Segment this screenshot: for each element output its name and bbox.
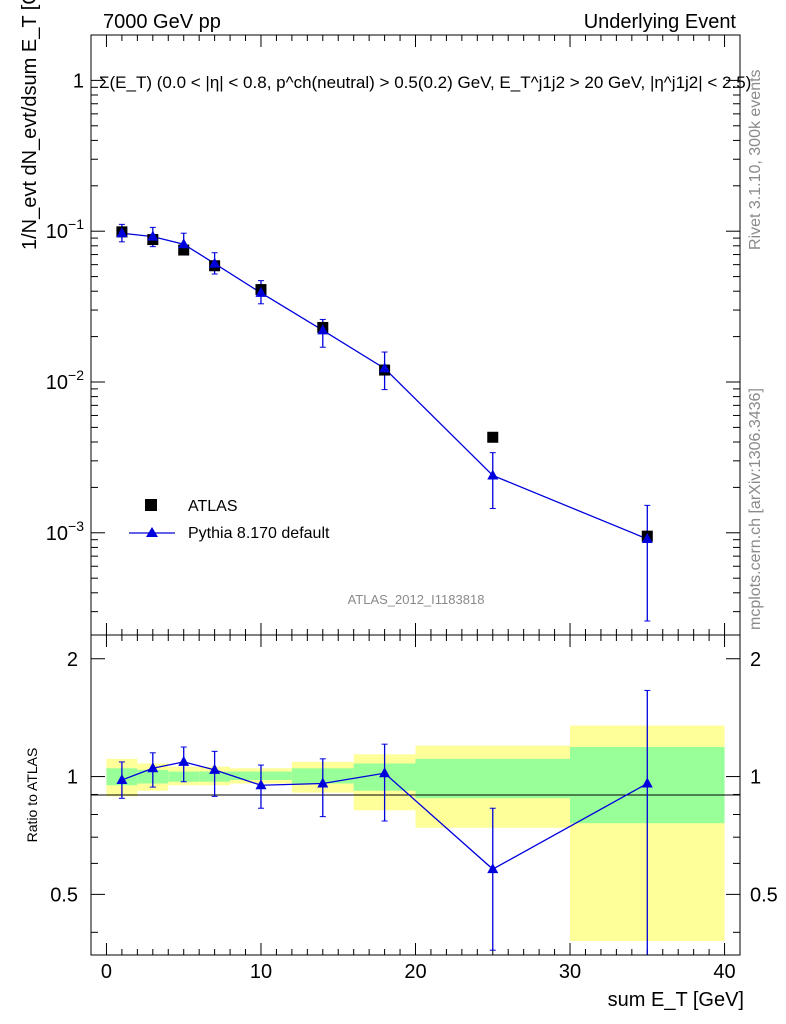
main-y-tick-label: 10−3 <box>46 518 84 545</box>
ratio-y-tick-label: 2 <box>67 649 78 671</box>
ratio-point <box>487 863 499 874</box>
energy-label: 7000 GeV pp <box>103 11 221 33</box>
ratio-y-tick-label: 1 <box>67 767 78 789</box>
x-tick-label: 10 <box>250 961 272 983</box>
main-y-axis-label: 1/N_evt dN_evt/dsum E_T [GeV^-1] <box>19 0 41 250</box>
ratio-point <box>116 773 128 784</box>
pythia-point <box>116 227 128 238</box>
main-axis-ticks: 10−3 10−2 10−1 1 <box>46 34 740 635</box>
ratio-y-axis-label: Ratio to ATLAS <box>24 748 40 843</box>
rivet-version-label: Rivet 3.1.10, 300k events <box>747 69 764 250</box>
pythia-point <box>379 362 391 373</box>
x-tick-label: 40 <box>713 961 735 983</box>
ratio-point <box>147 762 159 773</box>
atlas-point <box>178 244 190 256</box>
ratio-stat-band <box>415 758 571 799</box>
ratio-uncertainty-bands <box>106 725 725 942</box>
legend-pythia-label: Pythia 8.170 default <box>188 525 330 542</box>
cut-description: Σ(E_T) (0.0 < |η| < 0.8, p^ch(neutral) >… <box>99 73 751 92</box>
x-tick-label: 20 <box>404 961 426 983</box>
pythia-point <box>487 469 499 480</box>
ratio-panel: 0 10 20 30 40 0.5 0.5 1 1 2 2 Ratio to ATLAS sum E… <box>24 634 778 1011</box>
main-y-axis-title: 1/N_evt dN_evt/dsum E_T [GeV^-1] <box>19 0 41 250</box>
pythia-point <box>178 238 190 249</box>
pythia-point <box>255 286 267 297</box>
legend-pythia-marker <box>146 527 158 537</box>
ratio-point <box>317 777 329 788</box>
main-frame <box>90 34 741 636</box>
ratio-y-tick-label-right: 0.5 <box>750 884 778 906</box>
x-axis-label: sum E_T [GeV] <box>608 989 744 1011</box>
x-tick-label: 0 <box>101 961 112 983</box>
ratio-point <box>209 763 221 774</box>
pythia-point <box>209 257 221 268</box>
ratio-y-tick-label: 0.5 <box>50 884 78 906</box>
main-y-tick-label: 10−1 <box>46 216 84 243</box>
main-y-tick-label: 10−2 <box>46 367 84 394</box>
pythia-point <box>147 230 159 241</box>
x-tick-label: 30 <box>559 961 581 983</box>
main-panel: 10−3 10−2 10−1 1 Σ(E_T) (0.0 < |η| < 0.8, p… <box>19 0 751 636</box>
atlas-point <box>487 431 499 443</box>
pythia-point <box>317 324 329 335</box>
legend-atlas-label: ATLAS <box>188 498 238 515</box>
ratio-data-marks <box>116 689 653 955</box>
ratio-point <box>255 779 267 790</box>
pythia-point <box>641 532 653 543</box>
analysis-watermark: ATLAS_2012_I1183818 <box>348 592 485 607</box>
main-y-tick-label: 1 <box>73 70 84 92</box>
ratio-point <box>178 755 190 766</box>
legend: ATLAS Pythia 8.170 default <box>129 498 330 542</box>
ratio-axis-ticks: 0 10 20 30 40 0.5 0.5 1 1 2 2 <box>50 635 778 983</box>
ratio-point <box>379 767 391 778</box>
legend-atlas-marker <box>145 499 157 511</box>
ratio-y-tick-label-right: 2 <box>750 649 761 671</box>
main-data-marks <box>116 223 653 622</box>
ratio-point <box>641 777 653 788</box>
mcplots-label: mcplots.cern.ch [arXiv:1306.3436] <box>747 388 764 630</box>
process-label: Underlying Event <box>584 11 737 33</box>
ratio-frame <box>90 634 741 956</box>
ratio-y-tick-label-right: 1 <box>750 767 761 789</box>
